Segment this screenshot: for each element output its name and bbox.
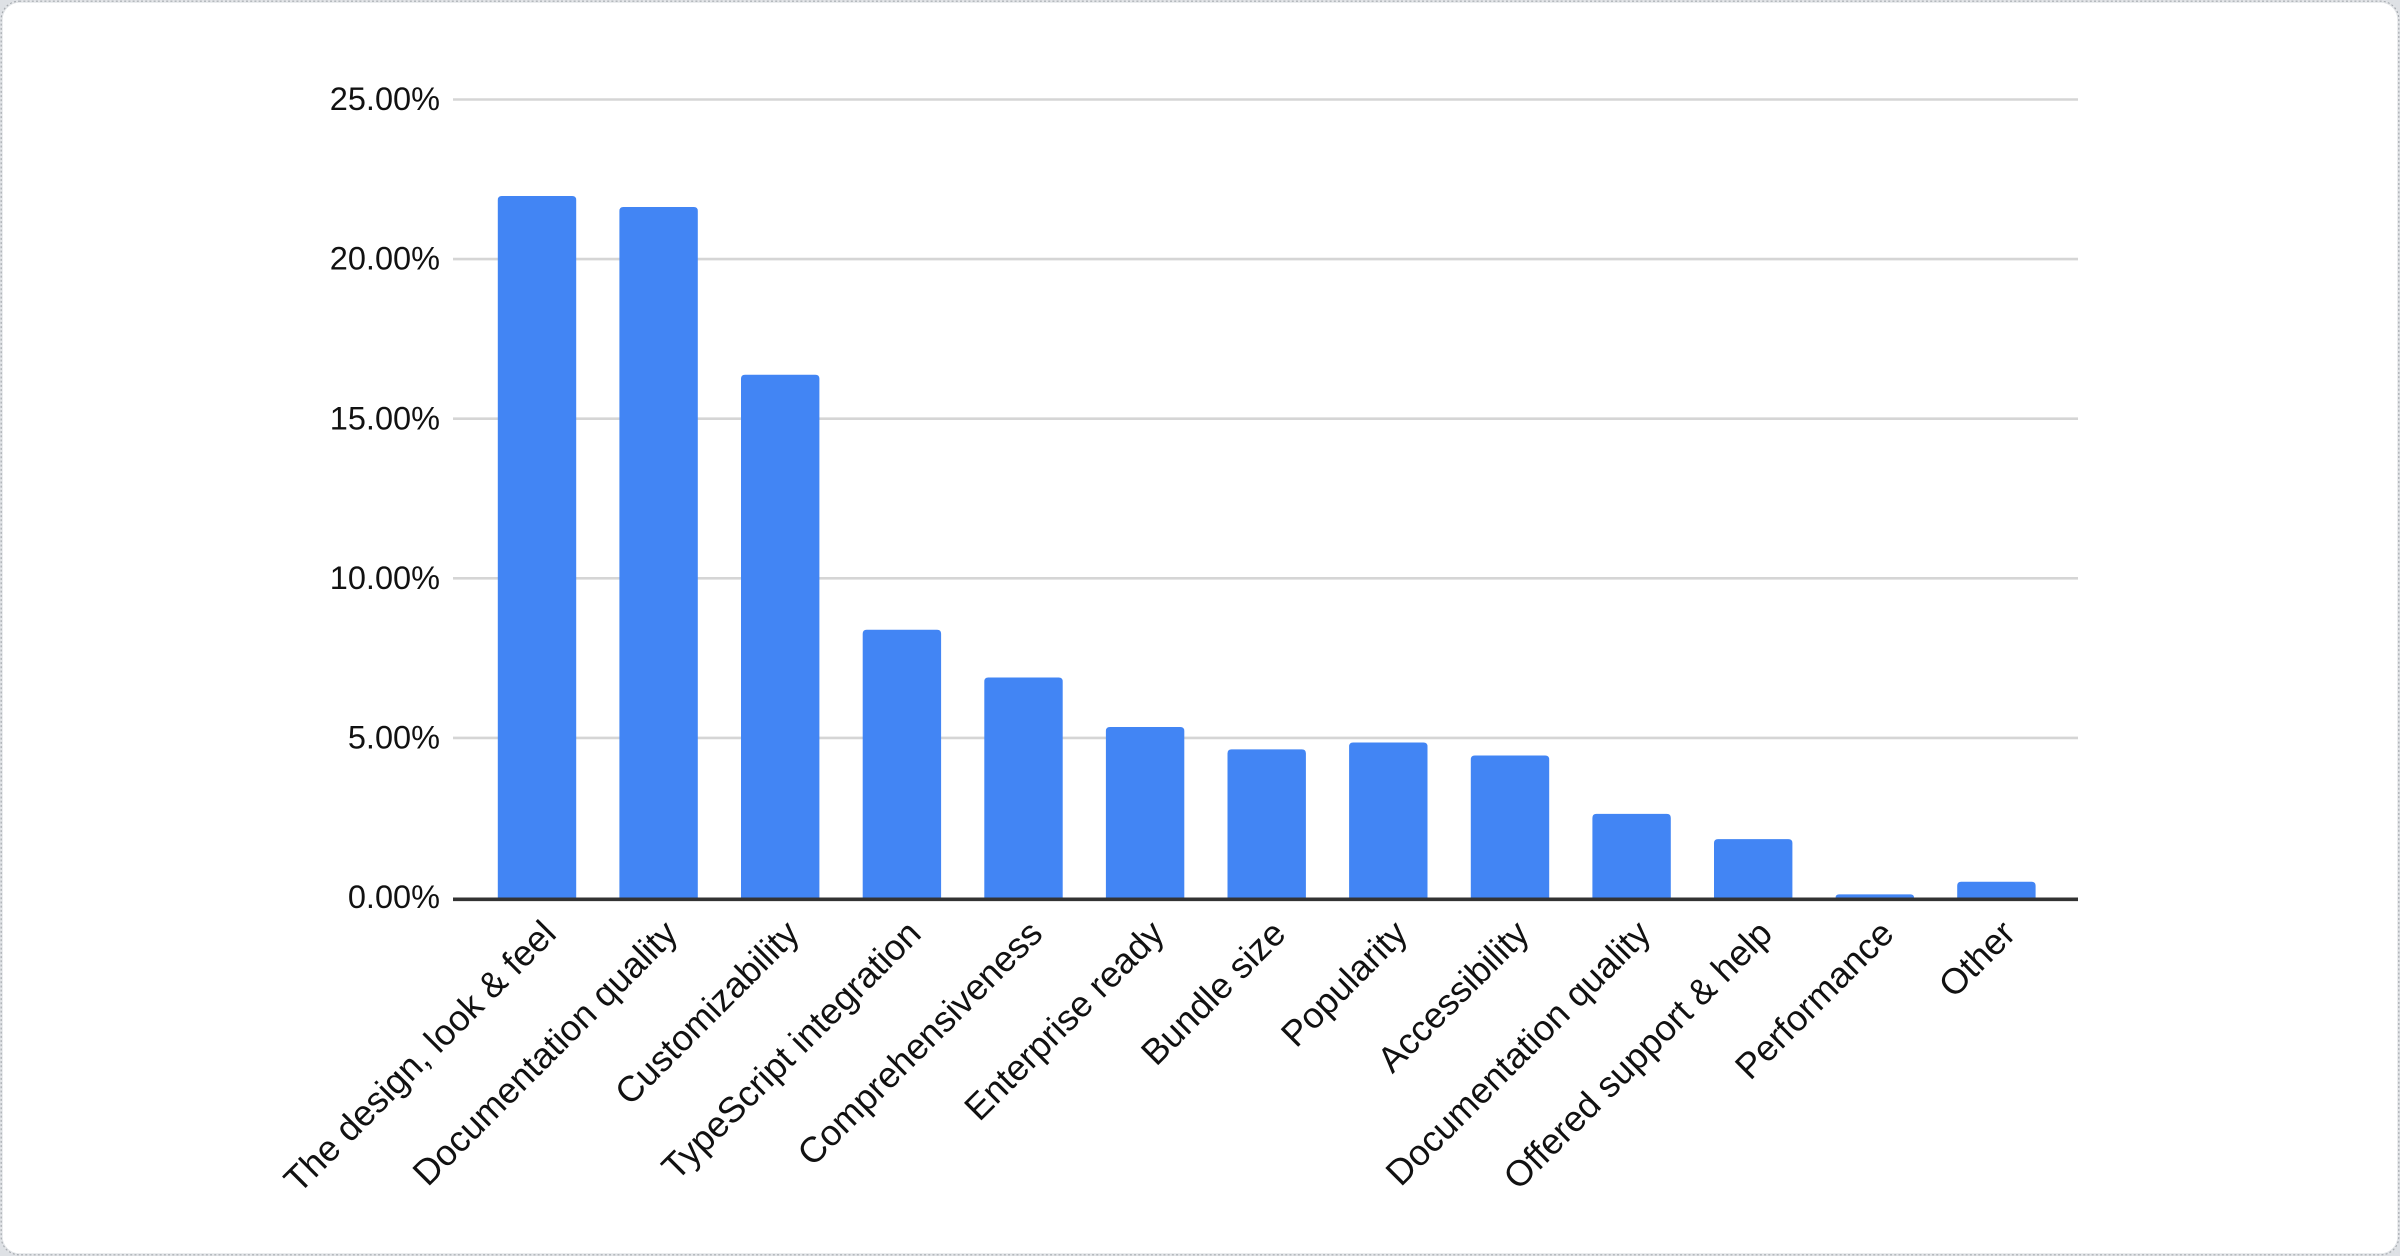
svg-text:15.00%: 15.00%: [330, 400, 440, 436]
svg-text:10.00%: 10.00%: [330, 560, 440, 596]
svg-text:20.00%: 20.00%: [330, 241, 440, 277]
svg-text:0.00%: 0.00%: [348, 879, 440, 915]
svg-text:25.00%: 25.00%: [330, 81, 440, 117]
svg-text:5.00%: 5.00%: [348, 720, 440, 756]
